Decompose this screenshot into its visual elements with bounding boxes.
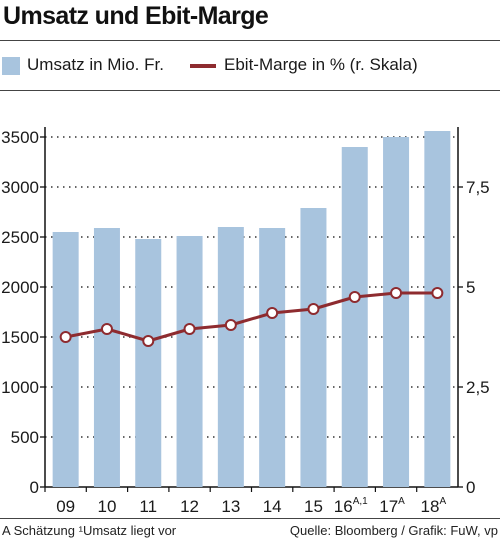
legend-line-swatch [190, 64, 216, 68]
bar [300, 208, 327, 487]
margin-point [142, 335, 155, 347]
left-tick-label: 2000 [1, 278, 39, 297]
footer-rule [0, 518, 500, 519]
x-tick-label: 11 [139, 497, 157, 516]
legend-rule [0, 90, 500, 91]
x-tick-superscript: A,1 [353, 496, 368, 507]
bar [135, 239, 162, 487]
bar [217, 227, 244, 487]
x-axis-ticks: 09 10 11 12 13 14 15 16A,1 17A 18A [44, 487, 447, 516]
right-axis-ticks: 0 2,5 5 7,5 [458, 178, 490, 497]
x-tick-label: 15 [304, 497, 323, 516]
margin-point [266, 307, 279, 319]
left-tick-label: 3500 [1, 128, 39, 147]
x-tick-label: 14 [263, 497, 282, 516]
margin-point [59, 331, 72, 343]
right-tick-label: 0 [466, 478, 475, 497]
left-tick-label: 1000 [1, 378, 39, 397]
margin-point [307, 303, 320, 315]
line-series [59, 287, 444, 347]
x-tick-label: 18A [421, 496, 447, 516]
bar [52, 232, 79, 487]
legend: Umsatz in Mio. Fr. Ebit-Marge in % (r. S… [0, 52, 500, 80]
bar [259, 228, 286, 487]
left-axis-ticks: 0 500 1000 1500 2000 2500 3000 3500 [1, 128, 45, 497]
margin-point [224, 319, 237, 331]
footnote: A Schätzung ¹Umsatz liegt vor [2, 523, 177, 538]
margin-point [348, 291, 361, 303]
bar [383, 137, 410, 487]
chart-title: Umsatz und Ebit-Marge [3, 2, 269, 30]
left-tick-label: 2500 [1, 228, 39, 247]
margin-point [390, 287, 403, 299]
x-tick-label: 12 [180, 497, 199, 516]
left-tick-label: 0 [30, 478, 39, 497]
right-tick-label: 5 [466, 278, 475, 297]
x-tick-label: 09 [56, 497, 75, 516]
x-tick-superscript: A [398, 496, 405, 507]
legend-bar-label: Umsatz in Mio. Fr. [27, 55, 164, 74]
margin-point [183, 323, 196, 335]
legend-line-label: Ebit-Marge in % (r. Skala) [224, 55, 418, 74]
margin-line [65, 291, 438, 343]
x-tick-superscript: A [439, 496, 446, 507]
margin-point [431, 287, 444, 299]
x-tick-label: 16A,1 [334, 496, 368, 516]
bar [93, 228, 120, 487]
bar [176, 236, 203, 487]
left-tick-label: 1500 [1, 328, 39, 347]
title-rule [0, 40, 500, 41]
left-tick-label: 500 [11, 428, 39, 447]
legend-bar-swatch [2, 57, 20, 75]
left-tick-label: 3000 [1, 178, 39, 197]
x-tick-label: 10 [97, 497, 116, 516]
bar-series [52, 131, 451, 487]
bar [341, 147, 368, 487]
bar [424, 131, 451, 487]
right-tick-label: 2,5 [466, 378, 490, 397]
source-credit: Quelle: Bloomberg / Grafik: FuW, vp [289, 523, 498, 538]
x-tick-label: 17A [379, 496, 405, 516]
x-tick-label: 13 [221, 497, 240, 516]
right-tick-label: 7,5 [466, 178, 490, 197]
margin-point [100, 323, 113, 335]
